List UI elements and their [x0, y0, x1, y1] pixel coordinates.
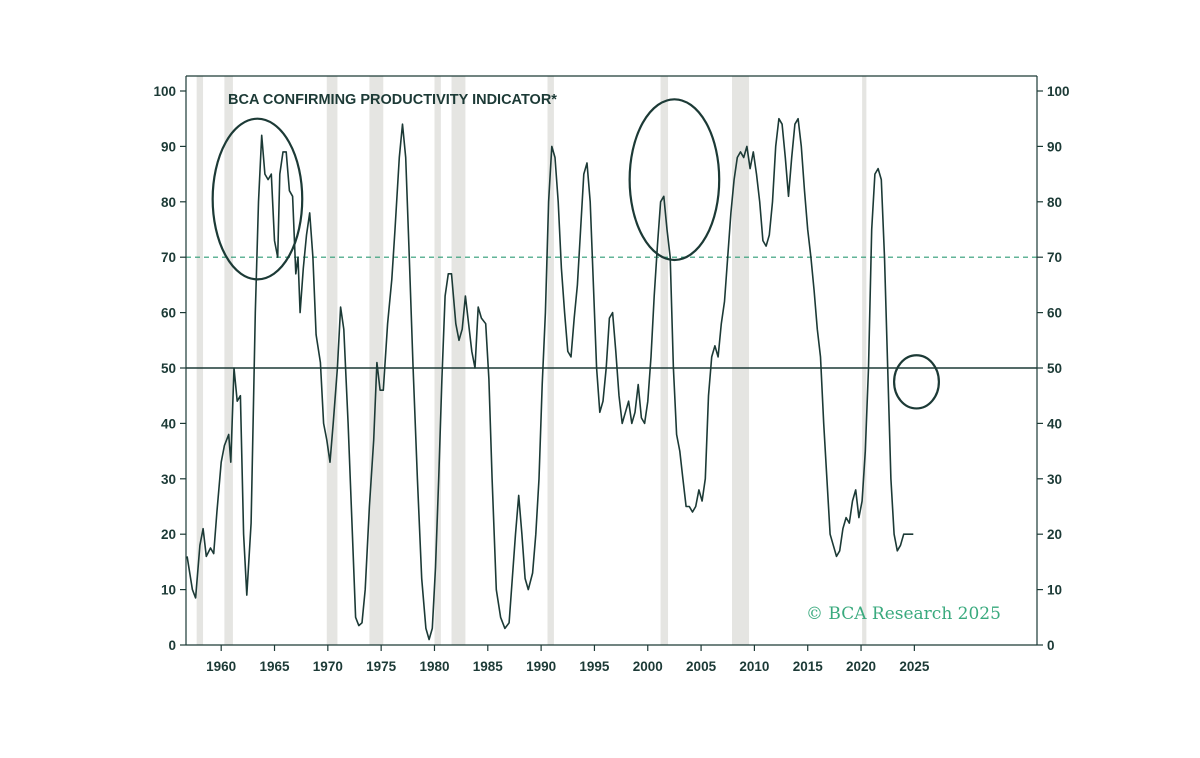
recession-band-7	[660, 76, 669, 645]
recession-bands	[196, 76, 867, 645]
x-tick-label: 1985	[473, 659, 504, 674]
x-tick-label: 2005	[686, 659, 717, 674]
y-tick-label-left: 80	[161, 195, 176, 210]
x-tick-label: 1970	[313, 659, 343, 674]
recession-band-2	[326, 76, 338, 645]
recession-band-0	[196, 76, 204, 645]
recession-band-4	[434, 76, 441, 645]
y-tick-label-left: 100	[153, 84, 176, 99]
chart-title: BCA CONFIRMING PRODUCTIVITY INDICATOR*	[228, 92, 557, 108]
highlight-circle-2	[893, 354, 940, 410]
y-tick-label-left: 0	[168, 638, 176, 653]
x-tick-label: 2015	[793, 659, 824, 674]
highlight-circles	[211, 98, 940, 410]
y-tick-label-right: 100	[1047, 84, 1070, 99]
x-tick-label: 1990	[526, 659, 556, 674]
recession-band-1	[224, 76, 233, 645]
axes	[185, 75, 1038, 646]
recession-band-9	[862, 76, 867, 645]
x-tick-label: 2025	[899, 659, 930, 674]
y-tick-label-right: 70	[1047, 250, 1062, 265]
y-tick-label-right: 40	[1047, 416, 1062, 431]
x-tick-label: 2020	[846, 659, 876, 674]
reference-lines	[186, 256, 1037, 369]
y-tick-label-right: 30	[1047, 472, 1062, 487]
x-tick-label: 2000	[633, 659, 663, 674]
recession-band-8	[732, 76, 750, 645]
x-tick-label: 1995	[579, 659, 610, 674]
y-tick-label-left: 20	[161, 527, 176, 542]
x-tick-label: 1975	[366, 659, 397, 674]
y-tick-label-left: 30	[161, 472, 176, 487]
y-tick-label-left: 50	[161, 361, 176, 376]
y-tick-label-left: 70	[161, 250, 176, 265]
y-tick-label-left: 10	[161, 583, 176, 598]
y-tick-label-left: 90	[161, 139, 176, 154]
recession-band-6	[547, 76, 554, 645]
y-tick-label-right: 10	[1047, 583, 1062, 598]
highlight-circle-1	[628, 98, 721, 262]
y-tick-label-right: 80	[1047, 195, 1062, 210]
recession-band-5	[451, 76, 466, 645]
y-tick-label-right: 90	[1047, 139, 1062, 154]
bca-credit: © BCA Research 2025	[806, 604, 1001, 624]
series-line-0	[186, 117, 914, 641]
y-tick-label-right: 50	[1047, 361, 1062, 376]
y-tick-label-left: 40	[161, 416, 176, 431]
x-tick-label: 2010	[739, 659, 769, 674]
series-lines	[186, 117, 914, 641]
y-tick-label-left: 60	[161, 306, 176, 321]
x-tick-label: 1965	[259, 659, 290, 674]
y-tick-label-right: 20	[1047, 527, 1062, 542]
y-tick-label-right: 60	[1047, 306, 1062, 321]
y-tick-label-right: 0	[1047, 638, 1055, 653]
x-tick-label: 1960	[206, 659, 236, 674]
recession-band-3	[369, 76, 384, 645]
highlight-circle-0	[211, 117, 304, 281]
x-tick-label: 1980	[419, 659, 449, 674]
